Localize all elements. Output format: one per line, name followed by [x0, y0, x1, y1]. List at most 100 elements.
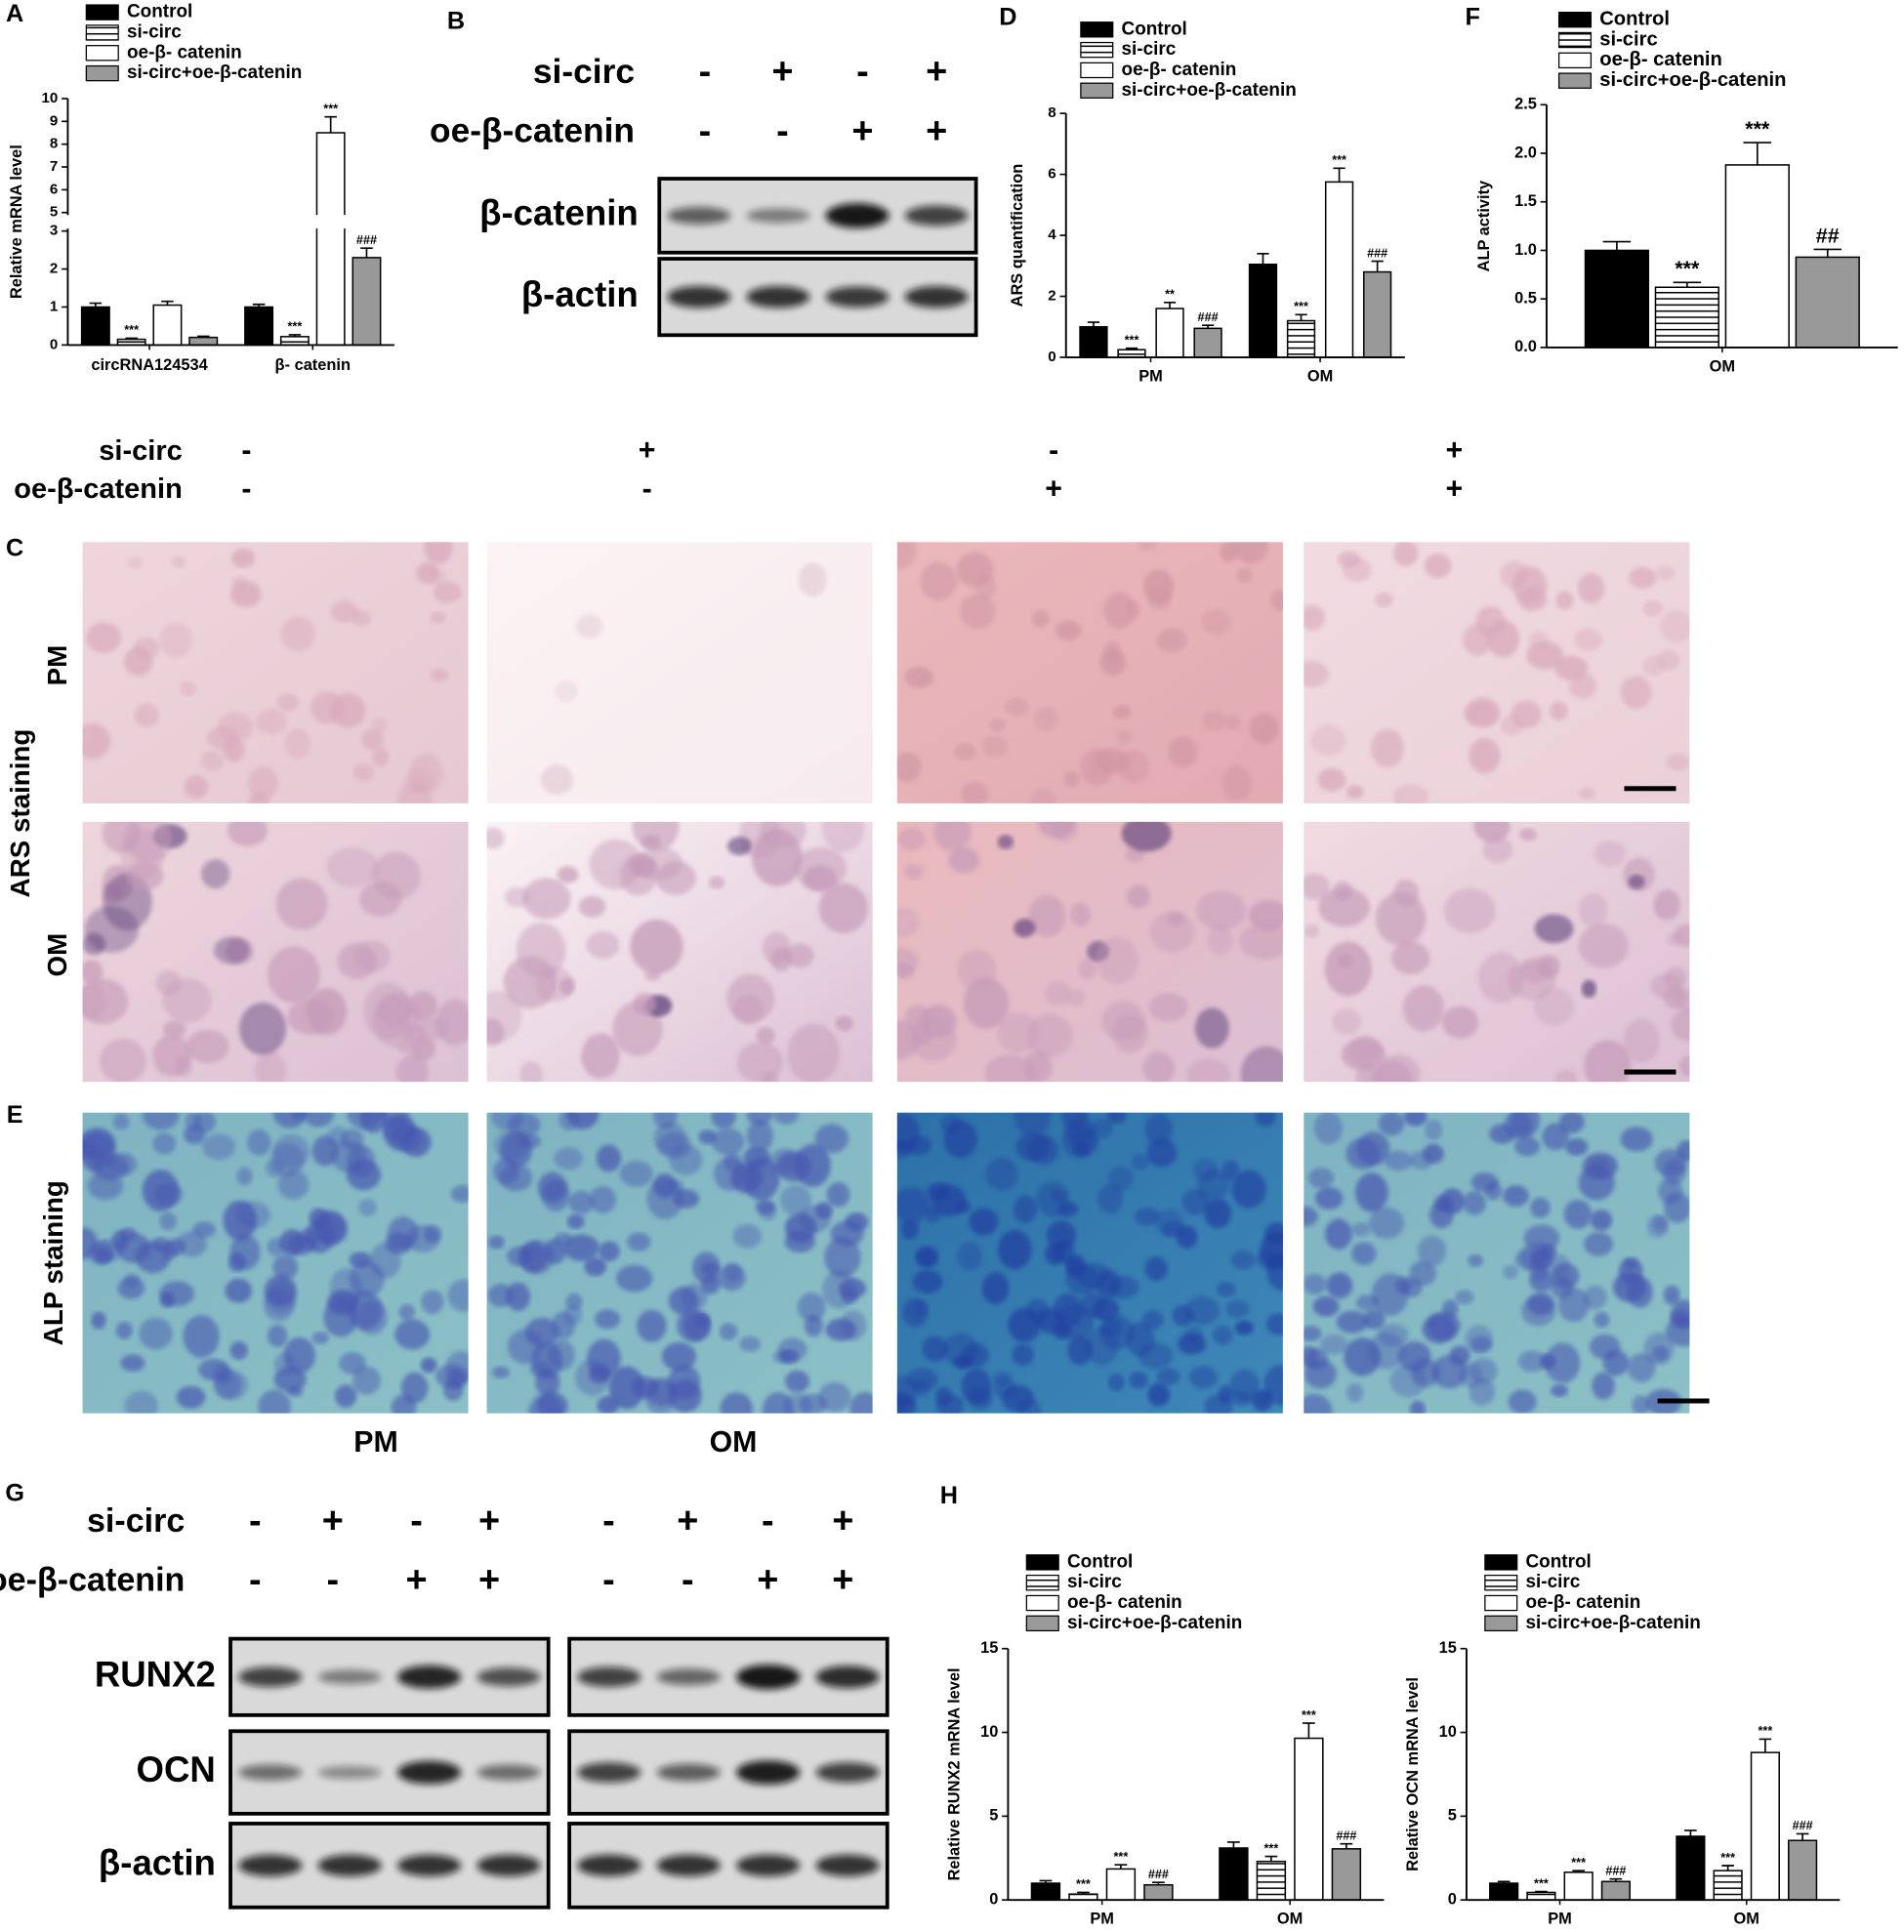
cell: [557, 866, 579, 884]
cell: [680, 1283, 708, 1310]
cell: [756, 1026, 775, 1045]
error-bar: [1371, 260, 1384, 272]
cell: [984, 1054, 1035, 1083]
cell: [1112, 705, 1132, 719]
cell: [554, 1147, 584, 1171]
y-tick-label: 0: [1048, 349, 1055, 365]
cell: [1675, 987, 1690, 1012]
condition-sign: +: [1045, 473, 1062, 505]
error-bar: [1114, 1864, 1128, 1870]
cell: [433, 581, 462, 603]
cells: [896, 1112, 1283, 1414]
bar: [1713, 1870, 1743, 1901]
cell: [1468, 1254, 1484, 1267]
cell: [264, 1274, 297, 1306]
cell: [1467, 696, 1500, 727]
cell: [1044, 980, 1071, 1007]
cell: [1221, 765, 1252, 801]
cell: [400, 1372, 429, 1404]
significance: ***: [1302, 1708, 1316, 1722]
cell: [353, 940, 391, 973]
row-label: OM: [42, 933, 72, 977]
cell: [817, 1381, 851, 1413]
condition-sign: +: [832, 1500, 853, 1541]
cell: [961, 781, 989, 803]
cell: [540, 764, 574, 796]
cell: [555, 1232, 572, 1246]
cells: [1304, 1112, 1690, 1414]
cell: [578, 895, 606, 918]
cell: [82, 1131, 116, 1173]
x-tick-label: β- catenin: [275, 356, 351, 374]
cell: [1578, 1165, 1615, 1201]
legend-label: Control: [127, 2, 192, 22]
error-bar: [1264, 1855, 1278, 1862]
cell: [349, 1260, 385, 1297]
band: [476, 1854, 541, 1876]
cell: [124, 1272, 140, 1289]
cell: [1550, 701, 1568, 720]
cell: [1230, 1250, 1256, 1270]
cell: [743, 1146, 771, 1169]
condition-label: oe-β-catenin: [0, 1562, 185, 1599]
cell: [746, 1120, 773, 1152]
cell: [202, 1133, 236, 1161]
cell: [633, 992, 657, 1016]
cell: [1371, 1060, 1413, 1083]
cell: [1441, 1006, 1479, 1040]
condition-sign: -: [602, 1500, 615, 1541]
cell: [82, 932, 105, 956]
legend-label: Control: [1526, 1551, 1592, 1572]
cell: [612, 1001, 663, 1056]
condition-sign: -: [762, 1500, 774, 1541]
cell: [555, 679, 578, 703]
cell: [960, 594, 996, 630]
cell: [120, 1354, 145, 1373]
cell: [1045, 1243, 1065, 1265]
error-bar: [1077, 1891, 1090, 1895]
cell: [183, 1315, 220, 1358]
x-tick-label: PM: [1090, 1911, 1114, 1928]
y-axis-label: Relative RUNX2 mRNA level: [945, 1667, 963, 1880]
condition-sign: +: [478, 1500, 500, 1541]
legend-swatch: [1484, 1554, 1518, 1571]
cell: [1657, 649, 1680, 671]
cell: [631, 1376, 659, 1399]
cell: [1355, 1172, 1388, 1213]
cell: [1602, 1349, 1630, 1377]
cell: [736, 1042, 783, 1083]
cell: [184, 774, 209, 800]
cell: [1431, 1354, 1469, 1389]
cell: [1674, 925, 1690, 947]
cells: [1304, 542, 1690, 803]
cell: [152, 1132, 177, 1155]
legend-label: si-circ+oe-β-catenin: [1122, 80, 1297, 101]
cell: [1204, 1198, 1231, 1229]
bar: [1030, 1882, 1061, 1901]
band: [656, 1763, 721, 1782]
cell: [338, 1352, 366, 1375]
cell: [969, 1388, 992, 1410]
y-tick-label: 10: [980, 1723, 998, 1741]
cell: [917, 1249, 937, 1267]
cell: [575, 1359, 610, 1396]
cell: [718, 1263, 746, 1292]
cell: [1554, 1069, 1578, 1083]
condition-sign: -: [249, 1500, 262, 1541]
y-axis-label: Relative OCN mRNA level: [1404, 1677, 1422, 1871]
cell: [1234, 1320, 1254, 1336]
condition-sign: -: [776, 110, 789, 151]
significance: ***: [323, 102, 338, 115]
cell: [1584, 1040, 1632, 1083]
cell: [653, 1122, 686, 1155]
cell: [1103, 592, 1136, 630]
cell: [1549, 1254, 1570, 1279]
cell: [430, 668, 449, 682]
condition-label: si-circ: [87, 1502, 185, 1540]
error-bar: [1257, 252, 1269, 265]
cell: [1489, 1124, 1515, 1144]
cell: [920, 1005, 957, 1039]
cell: [1578, 787, 1596, 801]
cell: [1263, 1365, 1283, 1406]
x-tick-label: OM: [1277, 1911, 1303, 1928]
